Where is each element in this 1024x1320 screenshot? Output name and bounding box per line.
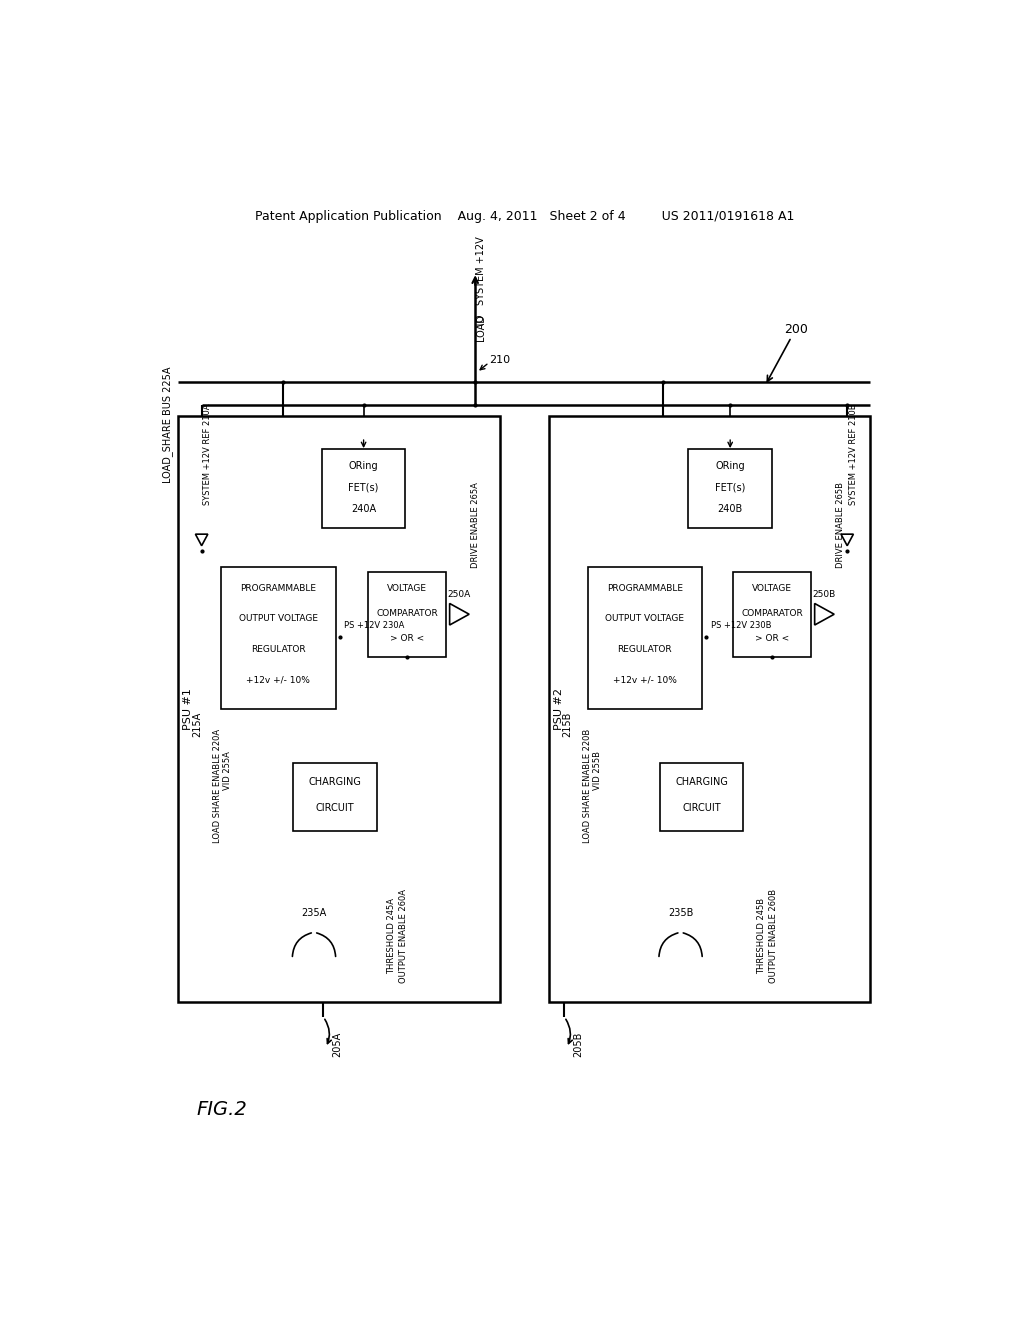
- Text: DRIVE ENABLE 265A: DRIVE ENABLE 265A: [471, 482, 480, 568]
- Text: THRESHOLD 245A: THRESHOLD 245A: [387, 898, 396, 974]
- Polygon shape: [196, 535, 208, 545]
- Text: OUTPUT VOLTAGE: OUTPUT VOLTAGE: [239, 614, 317, 623]
- Polygon shape: [450, 603, 469, 626]
- Text: OUTPUT ENABLE 260B: OUTPUT ENABLE 260B: [769, 890, 778, 983]
- Text: +12v +/- 10%: +12v +/- 10%: [613, 676, 677, 685]
- Text: 210: 210: [489, 355, 510, 366]
- Text: PS +12V 230A: PS +12V 230A: [344, 620, 404, 630]
- Text: 205A: 205A: [332, 1032, 342, 1057]
- Text: REGULATOR: REGULATOR: [251, 645, 305, 655]
- Bar: [221, 566, 336, 709]
- Text: LOAD SHARE ENABLE 220B: LOAD SHARE ENABLE 220B: [583, 729, 592, 843]
- Text: COMPARATOR: COMPARATOR: [741, 609, 803, 618]
- Text: PROGRAMMABLE: PROGRAMMABLE: [607, 583, 683, 593]
- Text: PS +12V 230B: PS +12V 230B: [711, 620, 771, 630]
- Text: 205B: 205B: [573, 1032, 584, 1057]
- Text: LOAD_SHARE BUS 225A: LOAD_SHARE BUS 225A: [162, 367, 173, 483]
- Text: OUTPUT VOLTAGE: OUTPUT VOLTAGE: [605, 614, 684, 623]
- Text: FIG.2: FIG.2: [197, 1100, 247, 1119]
- Text: 215B: 215B: [562, 711, 572, 737]
- Polygon shape: [815, 603, 835, 626]
- Text: VOLTAGE: VOLTAGE: [387, 585, 427, 593]
- Text: 240B: 240B: [718, 504, 742, 513]
- Text: > OR <: > OR <: [390, 634, 424, 643]
- Bar: [659, 763, 743, 830]
- Text: ORing: ORing: [716, 461, 745, 471]
- Text: LOAD SHARE ENABLE 220A: LOAD SHARE ENABLE 220A: [213, 729, 221, 843]
- Text: COMPARATOR: COMPARATOR: [376, 609, 438, 618]
- Text: PROGRAMMABLE: PROGRAMMABLE: [241, 583, 316, 593]
- Bar: [549, 416, 870, 1002]
- Text: OUTPUT ENABLE 260A: OUTPUT ENABLE 260A: [398, 890, 408, 983]
- Text: 250A: 250A: [447, 590, 471, 599]
- Text: SYSTEM +12V REF 210B: SYSTEM +12V REF 210B: [849, 404, 858, 506]
- Text: 250B: 250B: [812, 590, 836, 599]
- Bar: [588, 566, 702, 709]
- Text: PSU #1: PSU #1: [183, 688, 194, 730]
- Bar: [369, 572, 445, 656]
- Text: 240A: 240A: [351, 504, 376, 513]
- Text: TO: TO: [476, 314, 486, 327]
- Text: SYSTEM +12V: SYSTEM +12V: [476, 236, 486, 305]
- Text: CHARGING: CHARGING: [675, 777, 728, 787]
- Text: VID 255B: VID 255B: [593, 751, 602, 791]
- Text: CIRCUIT: CIRCUIT: [682, 803, 721, 813]
- Text: ORing: ORing: [349, 461, 379, 471]
- Bar: [733, 572, 811, 656]
- Text: +12v +/- 10%: +12v +/- 10%: [247, 676, 310, 685]
- Bar: [322, 449, 406, 528]
- Text: > OR <: > OR <: [755, 634, 790, 643]
- Text: FET(s): FET(s): [715, 482, 745, 492]
- Bar: [178, 416, 500, 1002]
- Bar: [293, 763, 377, 830]
- Text: PSU #2: PSU #2: [554, 688, 564, 730]
- Text: THRESHOLD 245B: THRESHOLD 245B: [758, 898, 766, 974]
- Text: DRIVE ENABLE 265B: DRIVE ENABLE 265B: [836, 482, 845, 568]
- Text: 235B: 235B: [668, 908, 693, 917]
- Text: 235A: 235A: [301, 908, 327, 917]
- Text: Patent Application Publication    Aug. 4, 2011   Sheet 2 of 4         US 2011/01: Patent Application Publication Aug. 4, 2…: [255, 210, 795, 223]
- Text: 200: 200: [784, 323, 808, 335]
- Text: LOAD: LOAD: [476, 314, 486, 341]
- Text: VOLTAGE: VOLTAGE: [752, 585, 792, 593]
- Text: VID 255A: VID 255A: [222, 751, 231, 789]
- Text: SYSTEM +12V REF 210A: SYSTEM +12V REF 210A: [204, 404, 212, 506]
- Polygon shape: [841, 535, 853, 545]
- Text: REGULATOR: REGULATOR: [617, 645, 672, 655]
- Bar: [688, 449, 772, 528]
- Text: CIRCUIT: CIRCUIT: [315, 803, 354, 813]
- Text: FET(s): FET(s): [348, 482, 379, 492]
- Text: 215A: 215A: [191, 711, 202, 737]
- Text: CHARGING: CHARGING: [308, 777, 361, 787]
